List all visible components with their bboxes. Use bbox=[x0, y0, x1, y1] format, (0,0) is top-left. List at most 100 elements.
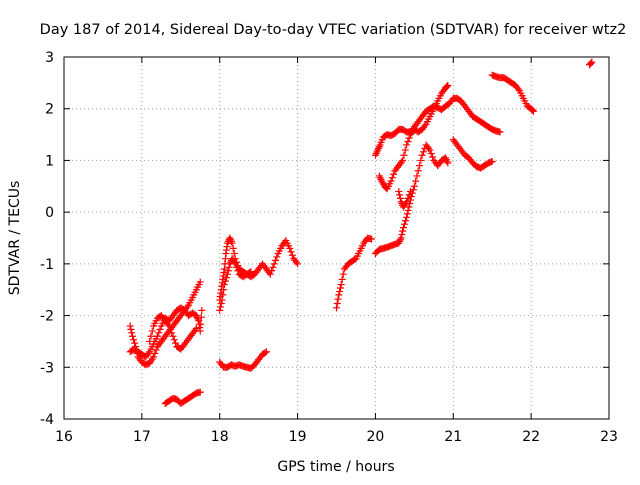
data-point bbox=[406, 187, 414, 195]
data-point bbox=[402, 200, 410, 208]
data-point bbox=[414, 167, 422, 175]
data-point bbox=[398, 231, 406, 239]
series-track-k bbox=[375, 81, 452, 193]
data-point bbox=[130, 336, 138, 344]
data-point bbox=[396, 194, 404, 202]
x-axis-label: GPS time / hours bbox=[277, 459, 394, 475]
data-point bbox=[588, 58, 596, 66]
data-point bbox=[427, 150, 435, 158]
data-point bbox=[197, 313, 205, 321]
data-point bbox=[374, 146, 382, 154]
data-point bbox=[155, 329, 163, 337]
data-point bbox=[443, 82, 451, 90]
data-point bbox=[336, 287, 344, 295]
data-point bbox=[337, 281, 345, 289]
data-point bbox=[402, 217, 410, 225]
data-point bbox=[127, 325, 135, 333]
data-point bbox=[191, 326, 199, 334]
data-point bbox=[442, 156, 450, 164]
chart-title: Day 187 of 2014, Sidereal Day-to-day VTE… bbox=[40, 22, 627, 38]
data-point bbox=[412, 177, 420, 185]
data-point bbox=[221, 277, 229, 285]
data-points bbox=[126, 58, 596, 407]
series-track-o bbox=[586, 58, 596, 69]
data-point bbox=[396, 191, 404, 199]
data-point bbox=[131, 339, 139, 347]
data-point bbox=[227, 237, 235, 245]
data-point bbox=[246, 268, 254, 276]
data-point bbox=[401, 146, 409, 154]
data-point bbox=[397, 158, 405, 166]
data-point bbox=[425, 144, 433, 152]
data-point bbox=[194, 315, 202, 323]
series-track-c bbox=[146, 312, 200, 353]
data-point bbox=[529, 106, 537, 114]
data-point bbox=[261, 349, 269, 357]
data-point bbox=[408, 189, 416, 197]
data-point bbox=[429, 153, 437, 161]
data-point bbox=[233, 263, 241, 271]
grid bbox=[64, 57, 609, 419]
data-point bbox=[390, 170, 398, 178]
data-point bbox=[413, 172, 421, 180]
data-point bbox=[375, 144, 383, 152]
data-point bbox=[399, 156, 407, 164]
y-tick-label: -1 bbox=[40, 257, 54, 273]
data-point bbox=[268, 267, 276, 275]
data-point bbox=[166, 325, 174, 333]
data-point bbox=[225, 263, 233, 271]
x-tick-label: 23 bbox=[600, 429, 618, 445]
data-point bbox=[224, 267, 232, 275]
data-point bbox=[442, 154, 449, 162]
data-point bbox=[170, 336, 178, 344]
data-point bbox=[144, 349, 152, 357]
data-point bbox=[192, 325, 200, 332]
x-tick-label: 21 bbox=[444, 429, 462, 445]
data-point bbox=[371, 151, 379, 159]
data-point bbox=[400, 151, 408, 159]
data-point bbox=[269, 263, 277, 271]
data-point bbox=[444, 81, 452, 89]
data-point bbox=[228, 239, 236, 247]
data-point bbox=[395, 239, 403, 247]
x-tick-label: 19 bbox=[289, 429, 307, 445]
data-point bbox=[262, 348, 270, 356]
data-point bbox=[220, 286, 228, 294]
data-point bbox=[146, 337, 154, 345]
data-point bbox=[395, 187, 403, 195]
data-point bbox=[216, 303, 224, 311]
data-point bbox=[404, 137, 412, 145]
data-point bbox=[403, 198, 411, 206]
data-point bbox=[227, 236, 235, 244]
data-point bbox=[372, 150, 380, 158]
data-point bbox=[417, 156, 425, 164]
data-point bbox=[587, 59, 595, 67]
data-point bbox=[286, 244, 294, 252]
data-point bbox=[405, 191, 413, 199]
data-point bbox=[586, 60, 594, 68]
data-point bbox=[404, 206, 412, 214]
data-point bbox=[339, 270, 347, 278]
data-point bbox=[288, 251, 296, 259]
y-axis-label: SDTVAR / TECUs bbox=[7, 181, 23, 296]
data-point bbox=[126, 322, 134, 330]
data-point bbox=[338, 275, 346, 283]
plot-frame bbox=[63, 56, 610, 420]
data-point bbox=[247, 268, 255, 276]
data-point bbox=[421, 122, 429, 130]
data-point bbox=[397, 234, 405, 242]
data-point bbox=[399, 224, 407, 232]
data-point bbox=[396, 236, 404, 244]
data-point bbox=[197, 320, 205, 328]
data-point bbox=[152, 346, 160, 354]
data-point bbox=[230, 250, 238, 258]
series-track-h bbox=[333, 234, 376, 312]
data-point bbox=[147, 332, 155, 340]
data-point bbox=[496, 128, 504, 136]
data-point bbox=[514, 85, 522, 93]
data-point bbox=[336, 284, 344, 292]
y-tick-label: 2 bbox=[45, 102, 54, 118]
data-point bbox=[375, 172, 383, 180]
